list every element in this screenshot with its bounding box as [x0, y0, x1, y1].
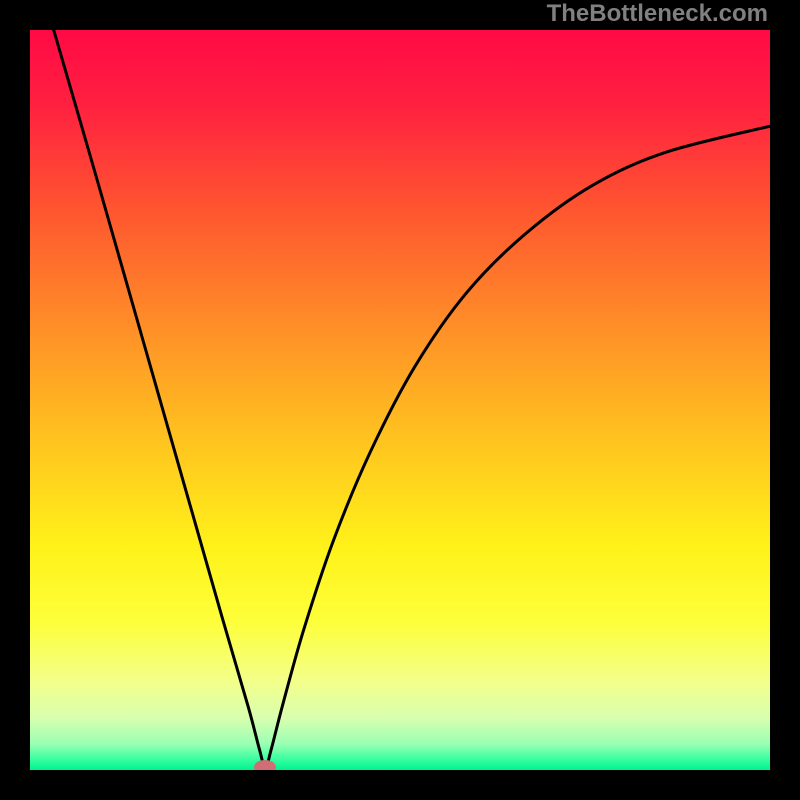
- watermark-text: TheBottleneck.com: [547, 0, 768, 28]
- vertex-marker: [254, 760, 276, 770]
- plot-svg: [30, 30, 770, 770]
- gradient-background: [30, 30, 770, 770]
- plot-area: [30, 30, 770, 770]
